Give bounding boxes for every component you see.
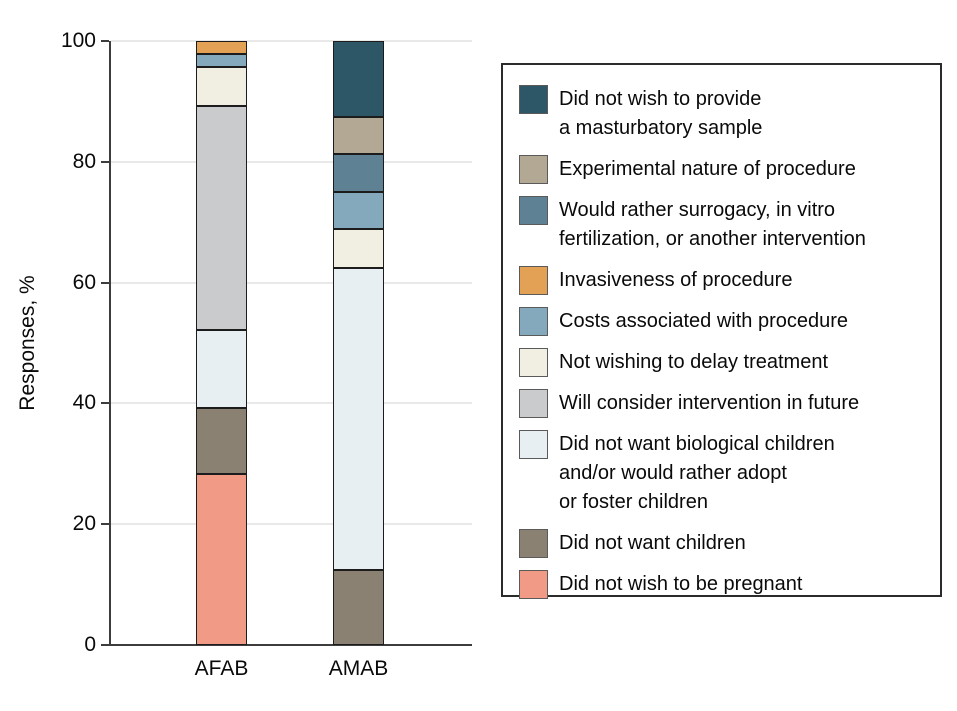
legend-swatch-experimental-nature-of-procedure bbox=[519, 155, 548, 184]
legend-swatch-invasiveness-of-procedure bbox=[519, 266, 548, 295]
gridline-20 bbox=[111, 523, 472, 526]
bar-amab bbox=[333, 41, 384, 645]
legend-label: Did not want children bbox=[559, 532, 746, 554]
gridline-60 bbox=[111, 281, 472, 284]
legend-label: Did not wish to be pregnant bbox=[559, 573, 803, 595]
y-tick-mark-40 bbox=[101, 402, 109, 405]
x-category-label-afab: AFAB bbox=[194, 657, 249, 680]
legend-item-did-not-want-biological-children: Did not want biological children and/or … bbox=[519, 430, 930, 517]
bar-segment-afab-invasiveness-of-procedure bbox=[196, 41, 247, 54]
legend-swatch-did-not-want-children bbox=[519, 529, 548, 558]
legend-swatch-did-not-wish-to-provide bbox=[519, 85, 548, 114]
legend-swatch-costs-associated-with-procedure bbox=[519, 307, 548, 336]
gridline-40 bbox=[111, 402, 472, 405]
bar-segment-amab-costs-associated-with-procedure bbox=[333, 192, 384, 230]
legend-item-experimental-nature-of-procedure: Experimental nature of procedure bbox=[519, 155, 930, 184]
legend-label: Would rather surrogacy, in vitro fertili… bbox=[559, 199, 866, 250]
legend-swatch-will-consider-intervention-in-future bbox=[519, 389, 548, 418]
legend-item-will-consider-intervention-in-future: Will consider intervention in future bbox=[519, 389, 930, 418]
legend-label: Did not wish to provide a masturbatory s… bbox=[559, 88, 763, 139]
y-tick-mark-80 bbox=[101, 160, 109, 163]
y-axis-line bbox=[109, 41, 111, 646]
y-tick-label-40: 40 bbox=[72, 391, 96, 415]
y-tick-label-100: 100 bbox=[60, 29, 96, 52]
legend-swatch-did-not-want-biological-children bbox=[519, 430, 548, 459]
legend-item-did-not-wish-to-be-pregnant: Did not wish to be pregnant bbox=[519, 570, 930, 599]
x-category-label-amab: AMAB bbox=[328, 657, 389, 680]
y-tick-mark-20 bbox=[101, 523, 109, 526]
bar-segment-amab-did-not-want-children bbox=[333, 569, 384, 645]
y-tick-label-0: 0 bbox=[84, 633, 96, 656]
legend-label: Will consider intervention in future bbox=[559, 392, 860, 414]
gridline-80 bbox=[111, 160, 472, 163]
bar-segment-afab-not-wishing-to-delay-treatment bbox=[196, 66, 247, 107]
bar-segment-afab-did-not-want-children bbox=[196, 408, 247, 475]
legend-item-costs-associated-with-procedure: Costs associated with procedure bbox=[519, 307, 930, 336]
legend-label: Experimental nature of procedure bbox=[559, 158, 856, 180]
bar-segment-afab-will-consider-intervention-in-future bbox=[196, 106, 247, 330]
bar-segment-afab-did-not-want-biological-children-and-or-would-ra bbox=[196, 329, 247, 409]
legend: Did not wish to provide a masturbatory s… bbox=[501, 63, 942, 599]
y-tick-label-20: 20 bbox=[72, 512, 96, 536]
y-tick-mark-100 bbox=[101, 40, 109, 42]
legend-swatch-not-wishing-to-delay-treatment bbox=[519, 348, 548, 377]
legend-item-did-not-wish-to-provide: Did not wish to provide a masturbatory s… bbox=[519, 85, 930, 143]
bar-segment-amab-would-rather-surrogacy-in-vitro-fertilization-or bbox=[333, 153, 384, 192]
legend-item-did-not-want-children: Did not want children bbox=[519, 529, 930, 558]
y-axis-label: Responses, % bbox=[16, 275, 39, 411]
legend-item-invasiveness-of-procedure: Invasiveness of procedure bbox=[519, 266, 930, 295]
legend-swatch-did-not-wish-to-be-pregnant bbox=[519, 570, 548, 599]
legend-label: Costs associated with procedure bbox=[559, 310, 849, 332]
gridline-100 bbox=[111, 40, 472, 42]
legend-item-not-wishing-to-delay-treatment: Not wishing to delay treatment bbox=[519, 348, 930, 377]
x-axis-line bbox=[109, 644, 472, 646]
bar-segment-afab-did-not-wish-to-be-pregnant bbox=[196, 474, 247, 645]
y-tick-label-80: 80 bbox=[72, 149, 96, 173]
legend-item-would-rather-surrogacy-in-vitro: Would rather surrogacy, in vitro fertili… bbox=[519, 196, 930, 254]
legend-label: Not wishing to delay treatment bbox=[559, 351, 829, 373]
bar-segment-amab-not-wishing-to-delay-treatment bbox=[333, 229, 384, 268]
bar-segment-amab-did-not-want-biological-children-and-or-would-ra bbox=[333, 267, 384, 570]
y-tick-mark-60 bbox=[101, 281, 109, 284]
bar-afab bbox=[196, 41, 247, 645]
legend-label: Did not want biological children and/or … bbox=[559, 433, 835, 513]
legend-swatch-would-rather-surrogacy-in-vitro bbox=[519, 196, 548, 225]
bar-segment-amab-did-not-wish-to-provide-a-masturbatory-sample bbox=[333, 41, 384, 117]
bar-segment-afab-costs-associated-with-procedure bbox=[196, 53, 247, 67]
y-tick-label-60: 60 bbox=[72, 270, 96, 294]
legend-label: Invasiveness of procedure bbox=[559, 269, 793, 291]
y-tick-mark-0 bbox=[101, 644, 109, 646]
bar-segment-amab-experimental-nature-of-procedure bbox=[333, 116, 384, 154]
